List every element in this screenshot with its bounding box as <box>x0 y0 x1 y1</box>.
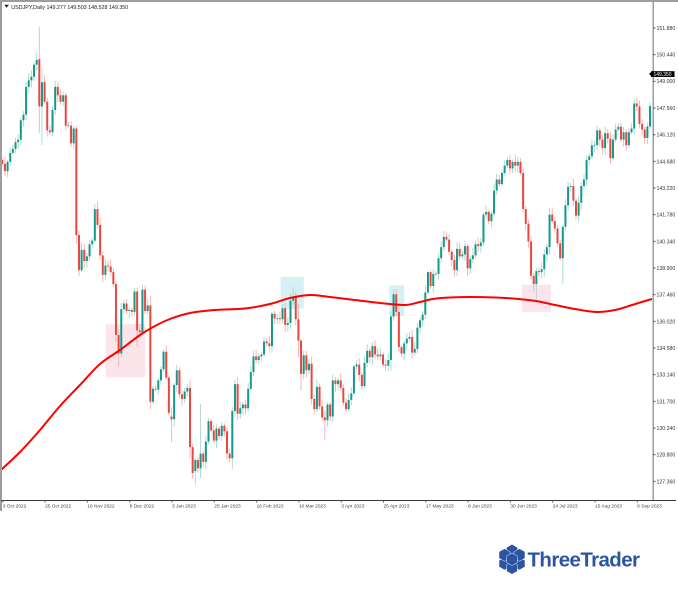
svg-text:146.120: 146.120 <box>657 133 676 139</box>
svg-text:143.220: 143.220 <box>657 186 676 192</box>
svg-text:138.900: 138.900 <box>657 266 676 272</box>
svg-text:128.800: 128.800 <box>657 453 676 459</box>
svg-text:149.000: 149.000 <box>657 79 676 85</box>
svg-text:144.680: 144.680 <box>657 159 676 165</box>
svg-text:137.460: 137.460 <box>657 293 676 299</box>
svg-text:16 Nov 2022: 16 Nov 2022 <box>87 504 115 510</box>
svg-text:16 Feb 2023: 16 Feb 2023 <box>257 504 284 510</box>
svg-text:3 Apr 2023: 3 Apr 2023 <box>341 504 365 510</box>
svg-text:25 Jan 2023: 25 Jan 2023 <box>214 504 241 510</box>
svg-text:3 Oct 2022: 3 Oct 2022 <box>3 504 27 510</box>
svg-text:134.580: 134.580 <box>657 346 676 352</box>
svg-text:130.240: 130.240 <box>657 426 676 432</box>
svg-text:30 Jun 2023: 30 Jun 2023 <box>510 504 537 510</box>
svg-text:140.340: 140.340 <box>657 239 676 245</box>
svg-text:25 Apr 2023: 25 Apr 2023 <box>384 504 410 510</box>
svg-text:131.700: 131.700 <box>657 399 676 405</box>
svg-text:10 Mar 2023: 10 Mar 2023 <box>299 504 326 510</box>
svg-text:3 Jan 2023: 3 Jan 2023 <box>172 504 196 510</box>
svg-text:25 Oct 2022: 25 Oct 2022 <box>45 504 71 510</box>
svg-text:24 Jul 2023: 24 Jul 2023 <box>553 504 578 510</box>
svg-text:8 Jun 2023: 8 Jun 2023 <box>468 504 492 510</box>
svg-text:151.880: 151.880 <box>657 26 676 32</box>
svg-text:149.350: 149.350 <box>654 72 672 78</box>
svg-text:147.560: 147.560 <box>657 106 676 112</box>
svg-text:8 Dec 2022: 8 Dec 2022 <box>130 504 155 510</box>
svg-text:150.440: 150.440 <box>657 53 676 59</box>
svg-text:15 Aug 2023: 15 Aug 2023 <box>595 504 622 510</box>
svg-text:ThreeTrader: ThreeTrader <box>528 548 641 571</box>
svg-text:6 Sep 2023: 6 Sep 2023 <box>637 504 662 510</box>
svg-text:17 May 2023: 17 May 2023 <box>426 504 454 510</box>
svg-text:141.780: 141.780 <box>657 213 676 219</box>
svg-text:136.020: 136.020 <box>657 319 676 325</box>
svg-text:USDJPY,Daily 149.277 149.503: USDJPY,Daily 149.277 149.503 148.528 149… <box>11 5 128 11</box>
svg-text:133.140: 133.140 <box>657 373 676 379</box>
svg-text:127.360: 127.360 <box>657 479 676 485</box>
